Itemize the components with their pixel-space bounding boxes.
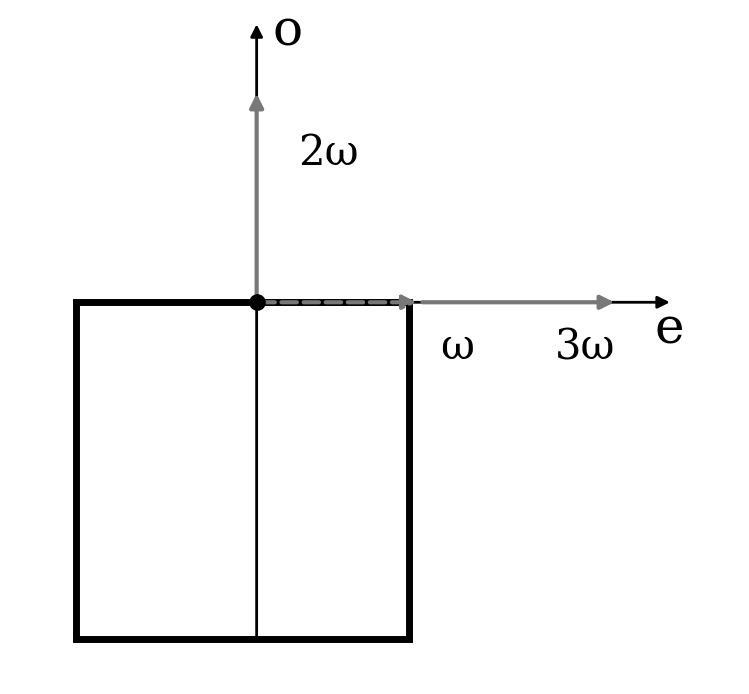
Point bbox=[251, 297, 263, 308]
Text: o: o bbox=[273, 7, 303, 57]
Text: e: e bbox=[655, 305, 684, 355]
Text: 2ω: 2ω bbox=[298, 133, 359, 174]
Text: ω: ω bbox=[440, 326, 474, 369]
Bar bbox=[76, 303, 409, 638]
Text: 3ω: 3ω bbox=[555, 326, 615, 369]
